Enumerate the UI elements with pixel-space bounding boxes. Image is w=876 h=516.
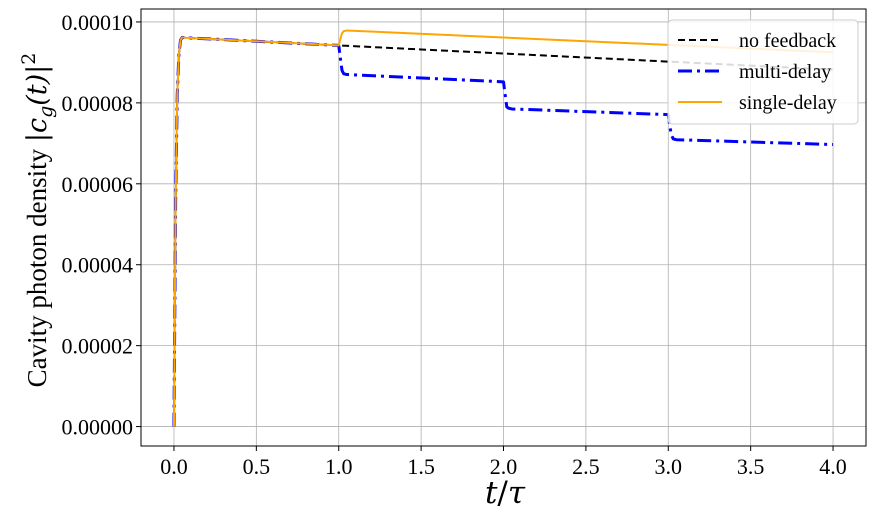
y-tick-label: 0.00006: [62, 172, 134, 197]
series-line-single-delay: [172, 29, 834, 427]
y-axis-label: Cavity photon density |cg(t)|2: [18, 53, 57, 388]
y-axis-label-sup: 2: [18, 53, 40, 65]
plot-series: [172, 29, 834, 427]
x-tick-label: 1.0: [325, 454, 353, 479]
y-tick-label: 0.00008: [62, 91, 134, 116]
y-tick-label: 0.00010: [62, 10, 134, 35]
x-tick-label: 3.0: [655, 454, 683, 479]
y-tick-label: 0.00004: [62, 253, 134, 278]
x-tick-label: 1.5: [407, 454, 435, 479]
legend-box: [667, 19, 859, 125]
y-axis-label-symbol: |c: [22, 118, 53, 142]
x-axis-label-den: τ: [508, 475, 526, 511]
legend-label: single-delay: [739, 92, 837, 114]
x-axis-label-sep: /: [497, 475, 508, 511]
legend-label: no feedback: [739, 30, 836, 52]
x-tick-label: 4.0: [819, 454, 847, 479]
x-tick-label: 2.0: [490, 454, 518, 479]
x-tick-label: 2.5: [572, 454, 600, 479]
x-tick-label: 3.5: [737, 454, 765, 479]
y-axis-label-arg: (t)|: [22, 65, 53, 106]
x-tick-label: 0.5: [243, 454, 271, 479]
y-tick-label: 0.00002: [62, 334, 134, 359]
x-axis-label: t/τ: [485, 475, 526, 511]
y-tick-label: 0.00000: [62, 415, 134, 440]
legend-label: multi-delay: [739, 61, 831, 83]
legend: no feedback multi-delay single-delay: [667, 19, 859, 125]
axis-ticks: 0.0 0.5 1.0 1.5 2.0 2.5 3.0 3.5 4.0 0.00000 0.0000…: [62, 10, 847, 479]
x-tick-label: 0.0: [160, 454, 188, 479]
y-axis-label-text: Cavity photon density: [22, 142, 52, 387]
y-axis-label-sub: g: [35, 106, 57, 118]
x-axis-label-var: t: [485, 475, 498, 511]
